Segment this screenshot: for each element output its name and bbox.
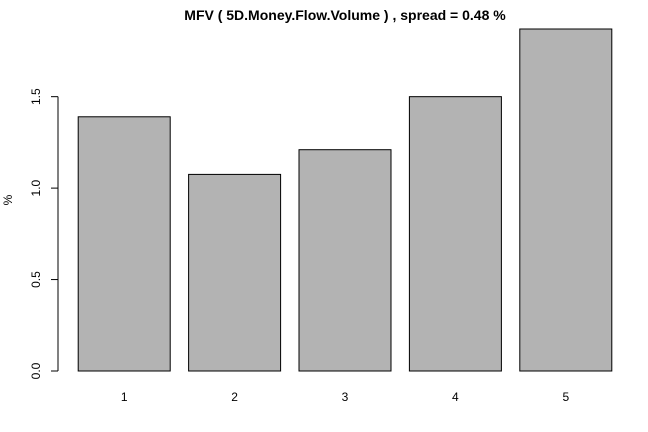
chart-title: MFV ( 5D.Money.Flow.Volume ) , spread = … xyxy=(184,7,506,23)
x-tick-label: 4 xyxy=(452,390,459,404)
y-tick-label: 1.0 xyxy=(29,179,43,196)
bar xyxy=(188,173,282,372)
x-tick-label: 1 xyxy=(121,390,128,404)
x-tick-label: 5 xyxy=(562,390,569,404)
bar xyxy=(519,28,613,372)
x-tick-labels: 1 2 3 4 5 xyxy=(121,390,570,404)
bars-group xyxy=(77,28,613,372)
y-axis: 0.0 0.5 1.0 1.5 xyxy=(29,88,59,379)
y-axis-label: % xyxy=(1,194,15,205)
x-tick-label: 2 xyxy=(231,390,238,404)
x-tick-label: 3 xyxy=(342,390,349,404)
bar xyxy=(77,116,171,372)
bar xyxy=(408,96,502,372)
y-tick-label: 1.5 xyxy=(29,88,43,105)
bar xyxy=(298,149,392,372)
y-tick-label: 0.0 xyxy=(29,362,43,379)
y-tick-label: 0.5 xyxy=(29,271,43,288)
